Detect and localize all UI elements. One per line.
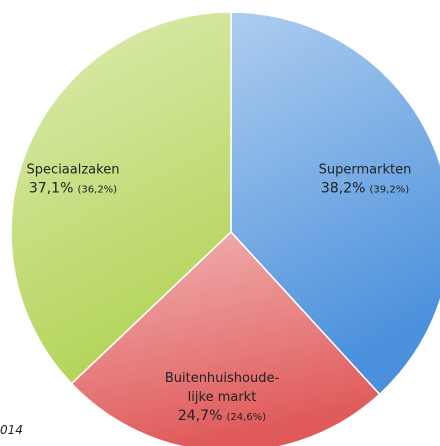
category-label: Supermarkten — [318, 162, 412, 178]
value-label: 24,7% — [177, 408, 223, 424]
pie-slice — [10, 11, 232, 385]
category-label: Speciaalzaken — [26, 162, 120, 178]
previous-value-label: (36,2%) — [77, 184, 118, 196]
annotation: 014 — [0, 423, 23, 437]
value-label: 37,1% — [28, 180, 74, 197]
value-label: 38,2% — [320, 180, 366, 197]
slice-label: Speciaalzaken 37,1% (36,2%) — [27, 161, 120, 200]
previous-value-label: (39,2%) — [369, 184, 410, 196]
category-label: Buitenhuishoude- lijke markt — [164, 371, 280, 405]
previous-value-label: (24,6%) — [226, 412, 267, 423]
pie-slice — [230, 11, 440, 396]
slice-label: Supermarkten 38,2% (39,2%) — [319, 161, 412, 200]
slice-label: Buitenhuishoude- lijke markt 24,7% (24,6%… — [165, 369, 279, 427]
pie-slice — [70, 230, 381, 446]
